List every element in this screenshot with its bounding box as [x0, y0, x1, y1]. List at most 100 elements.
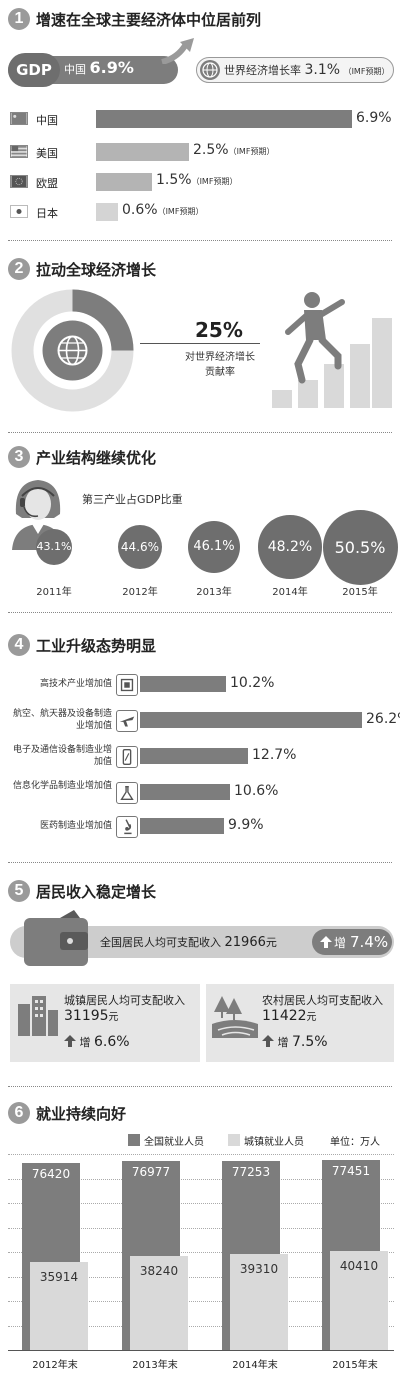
- section-number: 3: [8, 446, 30, 468]
- contribution-rule: [140, 343, 260, 344]
- country-value-usa: 2.5%（IMF预期）: [193, 142, 274, 158]
- up-arrow-icon: [320, 936, 332, 948]
- section-divider: [8, 432, 392, 433]
- tertiary-bubble: 44.6%: [117, 524, 163, 570]
- industry-label: 电子及通信设备制造业增加值: [12, 745, 112, 767]
- section-4-header: 4 工业升级态势明显: [8, 634, 156, 656]
- industry-value: 26.2%: [366, 711, 400, 727]
- legend-urban: 城镇就业人员: [244, 1137, 304, 1148]
- tertiary-bubble: 46.1%: [187, 520, 241, 574]
- urban-income-label: 城镇居民人均可支配收入: [64, 994, 185, 1007]
- farmland-icon: [212, 996, 258, 1038]
- legend-swatch-total: [128, 1134, 140, 1146]
- national-income-value: 21966: [224, 935, 266, 950]
- tertiary-share-label: 第三产业占GDP比重: [82, 493, 183, 506]
- china-flag-icon: [10, 112, 28, 125]
- bar-urban: [130, 1256, 188, 1350]
- x-tick-label: 2012年末: [32, 1360, 78, 1371]
- industry-value: 10.2%: [230, 675, 275, 691]
- country-label-eu: 欧盟: [36, 177, 58, 190]
- eu-flag-icon: [10, 175, 28, 188]
- industry-label: 高技术产业增加值: [39, 679, 112, 689]
- contribution-label-line: 对世界经济增长: [185, 352, 255, 363]
- bar-total-label: 76977: [131, 1165, 171, 1180]
- section-number: 2: [8, 258, 30, 280]
- usa-flag-icon: [10, 145, 28, 158]
- industry-label: 信息化学品制造业增加值: [12, 781, 112, 791]
- climbing-man-illustration: [272, 292, 392, 408]
- country-value: 6.9%: [356, 110, 392, 126]
- grid-line: [8, 1325, 394, 1327]
- airplane-icon: [116, 710, 138, 732]
- rural-income-number: 11422: [262, 1008, 307, 1024]
- country-label-usa: 美国: [36, 147, 58, 160]
- tertiary-year: 2013年: [196, 587, 232, 598]
- rural-growth-label: 增: [277, 1036, 289, 1049]
- x-tick-label: 2013年末: [132, 1360, 178, 1371]
- industry-value: 10.6%: [234, 783, 279, 799]
- chip-icon: [116, 674, 138, 696]
- country-label-china: 中国: [36, 114, 58, 127]
- industry-value: 12.7%: [252, 747, 297, 763]
- wallet-icon: [24, 910, 88, 966]
- bar-urban-label: 38240: [139, 1264, 179, 1279]
- japan-flag-icon: [10, 205, 28, 218]
- contribution-label: 对世界经济增长 贡献率: [180, 350, 260, 380]
- national-income: 全国居民人均可支配收入 21966元: [100, 934, 277, 950]
- country-bar-eu: [96, 173, 152, 191]
- world-growth-note: （IMF预期）: [343, 67, 390, 76]
- rural-income-label: 农村居民人均可支配收入: [262, 994, 383, 1007]
- phone-icon: [116, 746, 138, 768]
- up-arrow-icon: [64, 1035, 76, 1047]
- flask-icon: [116, 782, 138, 804]
- legend-swatch-urban: [228, 1134, 240, 1146]
- industry-label: 航空、航天器及设备制造业增加值: [12, 709, 112, 731]
- grid-line: [8, 1252, 394, 1253]
- country-value: 2.5%: [193, 142, 229, 158]
- section-title: 就业持续向好: [36, 1104, 127, 1123]
- section-number: 6: [8, 1102, 30, 1124]
- tertiary-year: 2015年: [342, 587, 378, 598]
- section-3-header: 3 产业结构继续优化: [8, 446, 156, 468]
- bar-urban-label: 35914: [39, 1270, 79, 1284]
- industry-bar: [140, 784, 230, 800]
- tertiary-year: 2012年: [122, 587, 158, 598]
- legend-total: 全国就业人员: [144, 1137, 204, 1148]
- section-number: 5: [8, 880, 30, 902]
- city-buildings-icon: [18, 996, 58, 1036]
- section-divider: [8, 1086, 392, 1087]
- growth-arrow-icon: [161, 38, 194, 64]
- world-growth: 世界经济增长率 3.1% （IMF预期）: [224, 62, 389, 78]
- urban-income-value: 31195元: [64, 1008, 119, 1024]
- urban-income-number: 31195: [64, 1008, 109, 1024]
- national-growth-label: 增: [334, 935, 347, 950]
- globe-icon: [200, 60, 220, 80]
- grid-line: [8, 1203, 394, 1204]
- industry-bar: [140, 818, 224, 834]
- country-value-china: 6.9%: [356, 110, 392, 126]
- bar-urban-label: 40410: [339, 1258, 379, 1273]
- section-title: 产业结构继续优化: [36, 448, 157, 467]
- grid-line: [8, 1276, 394, 1278]
- country-note: （IMF预期）: [228, 147, 275, 156]
- urban-growth-label: 增: [79, 1036, 91, 1049]
- section-5-header: 5 居民收入稳定增长: [8, 880, 156, 902]
- section-divider: [8, 240, 392, 241]
- bar-total-label: 77253: [231, 1164, 271, 1179]
- country-label-japan: 日本: [36, 207, 58, 220]
- urban-income-unit: 元: [108, 1012, 119, 1023]
- microscope-icon: [116, 816, 138, 838]
- world-growth-label: 世界经济增长率: [224, 64, 301, 77]
- section-6-header: 6 就业持续向好: [8, 1102, 126, 1124]
- tertiary-bubble: 50.5%: [322, 509, 398, 585]
- gdp-china-value: 6.9%: [89, 58, 134, 77]
- grid-line: [8, 1154, 394, 1155]
- tertiary-year: 2011年: [36, 587, 72, 598]
- industry-label: 医药制造业增加值: [39, 821, 112, 831]
- urban-growth-value: 6.6%: [94, 1034, 130, 1050]
- industry-bar: [140, 676, 226, 692]
- industry-bar: [140, 748, 248, 764]
- industry-value: 9.9%: [228, 817, 264, 833]
- country-note: （IMF预期）: [191, 177, 238, 186]
- world-growth-pill: [196, 57, 394, 83]
